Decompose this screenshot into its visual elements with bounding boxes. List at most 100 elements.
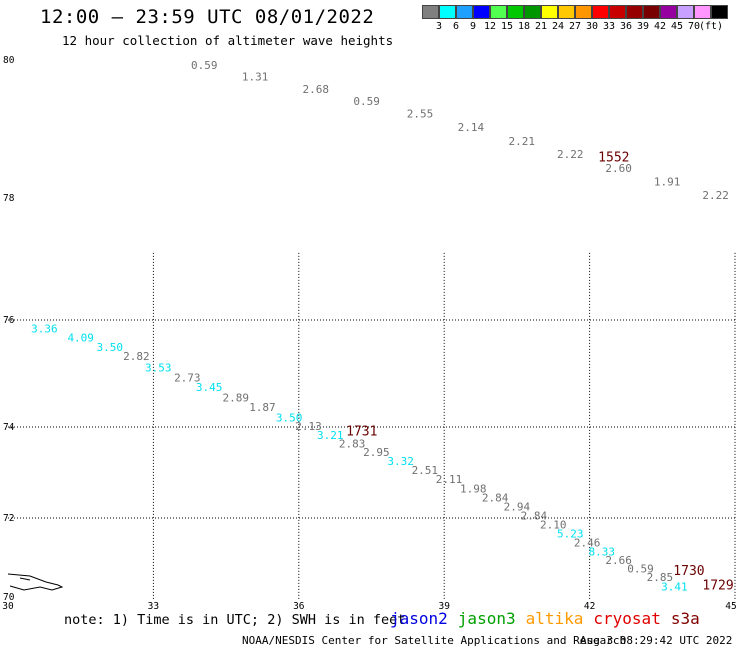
pass-time-label: 1730 [673,564,704,579]
satellite-jason2: jason2 [390,609,448,628]
wave-height-label: 0.59 [627,563,654,576]
lon-tick-label: 30 [2,601,14,610]
legend-swatch [490,5,507,19]
wave-height-label: 2.68 [303,83,330,96]
legend-swatch [473,5,490,19]
legend-swatch [711,5,728,19]
legend-label: 27 [569,21,582,32]
wave-height-label: 1.91 [654,176,681,189]
wave-height-label: 2.66 [605,554,632,567]
wave-height-label: 3.50 [97,341,124,354]
lon-tick-label: 36 [293,601,305,610]
lon-tick-label: 45 [725,601,736,610]
lon-tick-label: 39 [438,601,450,610]
lat-tick-label: 80 [3,55,15,66]
legend-swatch [524,5,541,19]
legend-label: (ft) [699,21,724,32]
lat-tick-label: 72 [3,513,14,524]
wave-height-label: 0.59 [191,59,218,72]
lat-tick-label: 76 [3,315,15,326]
legend-label: 39 [637,21,650,32]
legend-label: 15 [501,21,514,32]
wave-height-label: 2.10 [540,518,567,531]
wave-height-label: 2.82 [123,350,150,363]
legend-swatch [575,5,592,19]
page-subtitle: 12 hour collection of altimeter wave hei… [62,33,394,48]
lat-tick-label: 78 [3,193,15,204]
coastline [7,573,64,591]
wave-height-label: 3.41 [661,581,688,594]
credit-text: NOAA/NESDIS Center for Satellite Applica… [242,634,627,647]
legend-label: 3 [436,21,443,32]
wave-height-label: 3.21 [317,429,344,442]
wave-height-label: 2.14 [458,121,485,134]
wave-height-label: 2.22 [702,189,729,202]
legend-swatch [541,5,558,19]
wave-height-label: 0.59 [353,95,380,108]
legend-label: 24 [552,21,565,32]
legend-swatch [439,5,456,19]
satellite-jason3: jason3 [457,609,516,628]
legend-label: 30 [586,21,599,32]
page-title: 12:00 – 23:59 UTC 08/01/2022 [40,6,375,28]
wave-height-label: 2.46 [574,537,601,550]
wave-height-label: 3.45 [196,381,223,394]
wave-height-label: 2.22 [557,148,584,161]
legend-label: 45 [671,21,684,32]
color-legend [422,5,728,19]
lon-tick-label: 42 [584,601,595,610]
wave-height-label: 2.85 [647,571,674,584]
wave-height-label: 2.73 [174,372,201,385]
wave-height-label: 4.09 [67,331,94,344]
wave-height-label: 2.83 [339,437,366,450]
satellite-s3a: s3a [670,609,700,628]
legend-swatch [626,5,643,19]
wave-height-label: 2.21 [508,135,535,148]
legend-label: 12 [484,21,497,32]
wave-height-label: 2.13 [295,420,322,433]
legend-swatch [422,5,439,19]
wave-height-label: 2.51 [412,464,439,477]
legend-swatch [660,5,677,19]
legend-swatch [609,5,626,19]
legend-label: 36 [620,21,633,32]
legend-swatch [507,5,524,19]
pass-time-label: 1729 [702,578,733,593]
legend-label: 21 [535,21,548,32]
satellite-cryosat: cryosat [593,609,661,628]
wave-height-label: 2.94 [504,501,531,514]
legend-swatch [677,5,694,19]
legend-label: 18 [518,21,531,32]
legend-label: 70 [688,21,701,32]
legend-swatch [456,5,473,19]
wave-height-label: 3.53 [145,361,172,374]
wave-height-label: 3.32 [387,455,414,468]
lat-tick-label: 70 [3,592,15,603]
wave-height-label: 1.31 [242,71,269,84]
legend-label: 6 [453,21,460,32]
lat-tick-label: 74 [3,422,15,433]
wave-height-label: 2.84 [521,510,548,523]
pass-time-label: 1552 [598,150,629,165]
note-text: note: 1) Time is in UTC; 2) SWH is in fe… [64,612,406,628]
legend-swatch [592,5,609,19]
pass-time-label: 1731 [346,425,377,440]
wave-height-label: 2.89 [223,391,250,404]
wave-height-label: 2.84 [482,492,509,505]
legend-label: 9 [470,21,477,32]
legend-label: 42 [654,21,667,32]
wave-height-label: 2.55 [407,107,434,120]
wave-height-label: 1.87 [249,401,276,414]
wave-height-label: 1.98 [460,483,487,496]
wave-height-label: 5.23 [557,527,584,540]
color-legend-labels: 3 6 9 12 15 18 21 24 27 30 33 36 39 42 45 70 (ft) [422,21,740,35]
wave-height-label: 3.36 [31,322,58,335]
wave-height-label: 2.60 [605,162,632,175]
wave-height-label: 2.95 [363,446,390,459]
wave-height-label: 8.33 [588,546,615,559]
wave-height-label: 3.50 [276,412,303,425]
satellite-altika: altika [525,609,584,628]
legend-swatch [558,5,575,19]
legend-swatch [643,5,660,19]
